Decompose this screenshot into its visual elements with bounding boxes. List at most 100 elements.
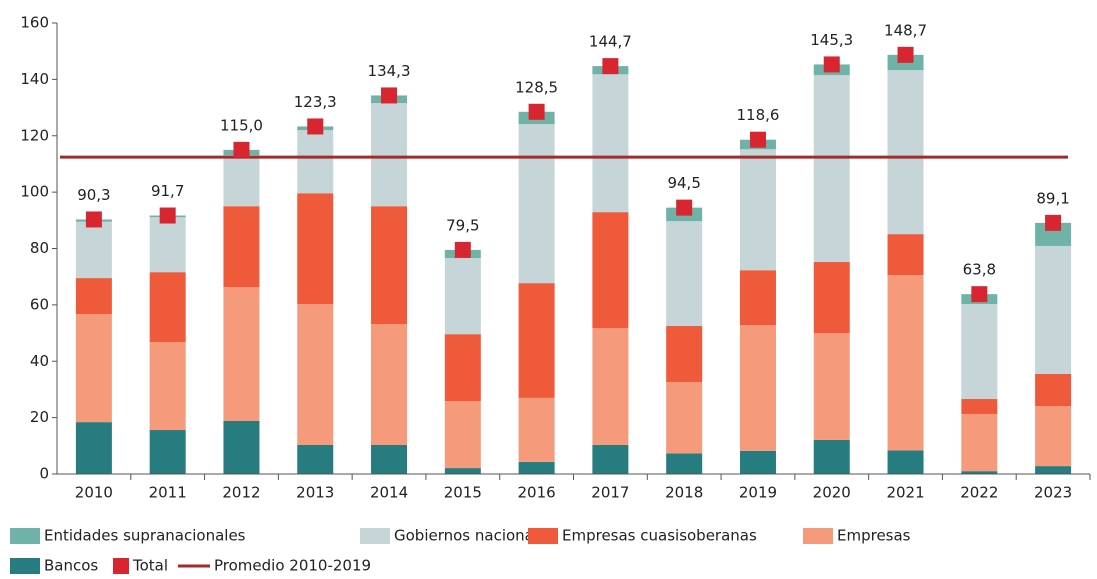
bar-segment bbox=[1035, 245, 1072, 374]
total-marker bbox=[749, 131, 766, 148]
bar-segment bbox=[1035, 466, 1072, 474]
total-marker bbox=[971, 286, 988, 303]
legend-swatch bbox=[10, 528, 40, 544]
legend-label: Bancos bbox=[44, 557, 98, 575]
x-tick-label: 2012 bbox=[222, 484, 260, 502]
bar-segment bbox=[75, 422, 112, 474]
y-tick-label: 20 bbox=[30, 408, 49, 426]
bar-segment bbox=[961, 304, 998, 400]
total-label: 134,3 bbox=[368, 62, 411, 80]
bar-segment bbox=[149, 342, 186, 431]
total-marker bbox=[85, 211, 102, 228]
bar-segment bbox=[887, 274, 924, 451]
bar-segment bbox=[518, 124, 555, 284]
bar-segment bbox=[813, 439, 850, 474]
bar-segment bbox=[75, 314, 112, 423]
bar-segment bbox=[444, 468, 481, 474]
legend-swatch bbox=[360, 528, 390, 544]
x-tick-label: 2018 bbox=[665, 484, 703, 502]
bar-segment bbox=[1035, 406, 1072, 467]
bar-segment bbox=[592, 74, 629, 213]
total-label: 90,3 bbox=[77, 186, 110, 204]
x-tick-label: 2011 bbox=[149, 484, 187, 502]
bar-segment bbox=[149, 272, 186, 343]
total-marker bbox=[233, 141, 250, 158]
legend-label: Promedio 2010-2019 bbox=[214, 557, 371, 575]
total-label: 118,6 bbox=[736, 106, 779, 124]
x-tick-label: 2021 bbox=[886, 484, 924, 502]
total-marker bbox=[823, 56, 840, 73]
total-label: 144,7 bbox=[589, 33, 632, 51]
bar-segment bbox=[297, 130, 334, 194]
x-tick-label: 2023 bbox=[1034, 484, 1072, 502]
bar-segment bbox=[223, 206, 260, 288]
y-tick-label: 140 bbox=[20, 70, 49, 88]
bar-segment bbox=[75, 278, 112, 315]
bar-segment bbox=[813, 262, 850, 334]
y-tick-label: 120 bbox=[20, 126, 49, 144]
bar-segment bbox=[297, 304, 334, 445]
bar-segment bbox=[887, 234, 924, 275]
bar-segment bbox=[371, 444, 408, 474]
y-tick-label: 40 bbox=[30, 352, 49, 370]
bar-segment bbox=[444, 334, 481, 401]
total-marker bbox=[676, 199, 693, 216]
x-tick-label: 2014 bbox=[370, 484, 408, 502]
bar-segment bbox=[739, 325, 776, 451]
total-label: 123,3 bbox=[294, 93, 337, 111]
bar-segment bbox=[223, 421, 260, 474]
total-label: 145,3 bbox=[810, 31, 853, 49]
total-label: 79,5 bbox=[446, 216, 479, 234]
bar-segment bbox=[739, 270, 776, 326]
x-tick-label: 2016 bbox=[518, 484, 556, 502]
bar-segment bbox=[149, 217, 186, 273]
total-label: 128,5 bbox=[515, 78, 558, 96]
legend-label: Empresas bbox=[837, 527, 911, 545]
bar-segment bbox=[961, 471, 998, 474]
x-tick-label: 2022 bbox=[960, 484, 998, 502]
bar-segment bbox=[592, 212, 629, 328]
total-label: 63,8 bbox=[963, 261, 996, 279]
bar-segment bbox=[371, 324, 408, 445]
bar-segment bbox=[297, 444, 334, 474]
bar-segment bbox=[518, 397, 555, 462]
total-marker bbox=[381, 87, 398, 104]
bar-segment bbox=[739, 149, 776, 271]
bar-segment bbox=[666, 453, 703, 474]
legend-label: Entidades supranacionales bbox=[44, 527, 246, 545]
legend-swatch bbox=[113, 558, 129, 574]
bar-segment bbox=[961, 399, 998, 414]
legend-swatch bbox=[803, 528, 833, 544]
bar-segment bbox=[739, 450, 776, 474]
bar-segment bbox=[223, 155, 260, 207]
legend-label: Gobiernos nacionales bbox=[394, 527, 555, 545]
bar-segment bbox=[444, 400, 481, 469]
total-marker bbox=[897, 46, 914, 63]
bar-segment bbox=[1035, 373, 1072, 407]
bar-segment bbox=[666, 221, 703, 327]
bar-segment bbox=[149, 430, 186, 474]
bar-segment bbox=[666, 382, 703, 454]
total-marker bbox=[1045, 214, 1062, 231]
legend-swatch bbox=[528, 528, 558, 544]
bar-segment bbox=[371, 103, 408, 207]
legend-swatch bbox=[10, 558, 40, 574]
y-tick-label: 100 bbox=[20, 183, 49, 201]
bar-segment bbox=[592, 327, 629, 445]
bar-segment bbox=[813, 333, 850, 440]
bar-segment bbox=[887, 450, 924, 474]
bar-segment bbox=[75, 221, 112, 279]
x-tick-label: 2015 bbox=[444, 484, 482, 502]
y-tick-label: 80 bbox=[30, 239, 49, 257]
total-marker bbox=[528, 103, 545, 120]
bar-segment bbox=[444, 258, 481, 335]
total-label: 148,7 bbox=[884, 21, 927, 39]
bar-segment bbox=[961, 413, 998, 472]
total-marker bbox=[454, 241, 471, 258]
total-marker bbox=[159, 207, 176, 224]
total-label: 94,5 bbox=[667, 174, 700, 192]
legend-label: Empresas cuasisoberanas bbox=[562, 527, 757, 545]
bar-segment bbox=[297, 193, 334, 305]
bar-segment bbox=[518, 461, 555, 474]
